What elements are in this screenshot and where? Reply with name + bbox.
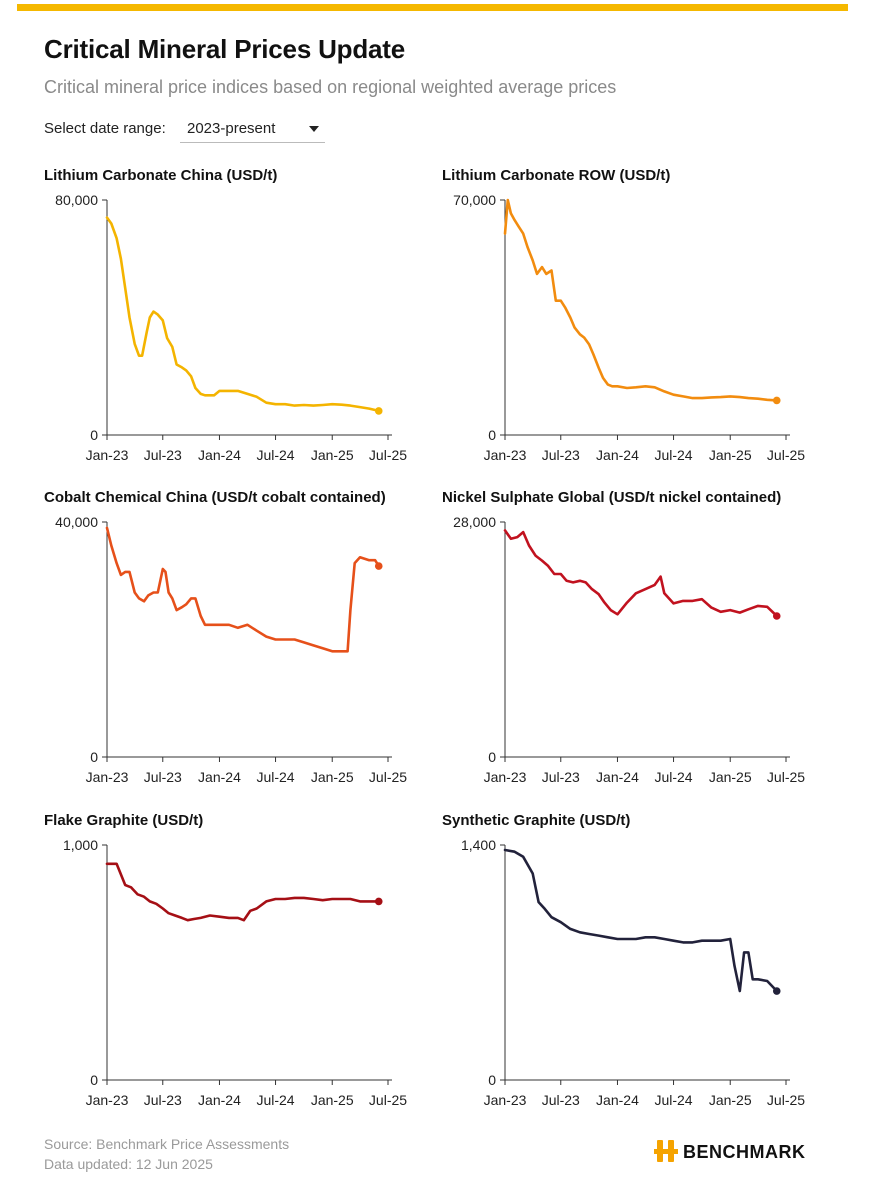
updated-note: Data updated: 12 Jun 2025 [44,1156,213,1172]
x-tick-label: Jan-23 [484,769,527,785]
x-tick-label: Jan-24 [596,447,639,463]
x-tick-label: Jul-23 [144,447,182,463]
y-tick-label: 40,000 [55,514,98,530]
x-tick-label: Jan-24 [198,1092,241,1108]
series-end-point [772,987,781,995]
x-tick-label: Jan-24 [198,447,241,463]
series-line [105,526,381,653]
x-tick-label: Jul-23 [144,769,182,785]
x-tick-label: Jan-24 [596,769,639,785]
series-line [503,848,779,993]
y-tick-label: 0 [488,1072,496,1088]
x-tick-label: Jul-23 [542,1092,580,1108]
series-line [105,862,381,922]
x-tick-label: Jan-25 [709,1092,752,1108]
x-tick-label: Jul-25 [369,1092,407,1108]
x-tick-label: Jan-23 [86,769,129,785]
x-tick-label: Jul-25 [767,769,805,785]
series-end-point [772,612,781,620]
series-line [105,216,381,413]
accent-bar [17,4,848,11]
x-tick-label: Jan-24 [596,1092,639,1108]
x-tick-label: Jan-25 [709,447,752,463]
date-range-select[interactable]: 2023-present [180,114,325,143]
y-tick-label: 70,000 [453,192,496,208]
y-tick-label: 0 [488,749,496,765]
y-tick-label: 0 [488,427,496,443]
chart-title-flake-graphite: Flake Graphite (USD/t) [44,812,204,829]
x-tick-label: Jul-25 [767,1092,805,1108]
cobalt-chemical-china-chart: 40,000 0 Jan-23 Jul-23 Jan-24 Jul-24 Jan-25 Jul… [55,514,407,785]
x-tick-label: Jul-24 [654,447,692,463]
chart-title-nickel-sulphate-global: Nickel Sulphate Global (USD/t nickel con… [442,489,782,506]
y-tick-label: 0 [90,1072,98,1088]
y-tick-label: 1,000 [63,837,98,853]
x-tick-label: Jan-25 [311,447,354,463]
benchmark-logo-icon [654,1140,678,1162]
synthetic-graphite-chart: 1,400 0 Jan-23 Jul-23 Jan-24 Jul-24 Jan-25 Jul-… [461,837,805,1108]
x-tick-label: Jul-24 [654,769,692,785]
x-tick-label: Jul-23 [542,769,580,785]
x-tick-label: Jul-24 [256,769,294,785]
date-range-label: Select date range: [44,120,166,137]
page-title: Critical Mineral Prices Update [44,34,406,64]
flake-graphite-chart: 1,000 0 Jan-23 Jul-23 Jan-24 Jul-24 Jan-25 Jul-… [63,837,407,1108]
series-line [503,529,779,618]
page-subtitle: Critical mineral price indices based on … [44,77,617,97]
brand-name: BENCHMARK [683,1142,806,1162]
x-tick-label: Jul-24 [256,447,294,463]
footer: Source: Benchmark Price Assessments Data… [44,1134,289,1174]
date-range-value: 2023-present [187,120,276,137]
y-tick-label: 0 [90,427,98,443]
nickel-sulphate-global-chart: 28,000 0 Jan-23 Jul-23 Jan-24 Jul-24 Jan-25 Jul… [453,514,805,785]
chart-title-synthetic-graphite: Synthetic Graphite (USD/t) [442,812,631,829]
x-tick-label: Jul-25 [767,447,805,463]
chart-title-lithium-carbonate-row: Lithium Carbonate ROW (USD/t) [442,167,671,184]
series-end-point [374,407,383,415]
x-tick-label: Jan-25 [311,1092,354,1108]
y-tick-label: 28,000 [453,514,496,530]
x-tick-label: Jan-23 [484,1092,527,1108]
x-tick-label: Jan-23 [484,447,527,463]
x-tick-label: Jan-24 [198,769,241,785]
series-end-point [772,396,781,405]
x-tick-label: Jul-25 [369,447,407,463]
source-note: Source: Benchmark Price Assessments [44,1136,290,1152]
series-line [503,198,779,402]
x-tick-label: Jan-25 [709,769,752,785]
x-tick-label: Jan-23 [86,1092,129,1108]
lithium-carbonate-china-chart: 80,000 0 Jan-23 Jul-23 Jan-24 Jul-24 Jan-25 Jul… [55,192,407,463]
x-tick-label: Jul-25 [369,769,407,785]
y-tick-label: 80,000 [55,192,98,208]
x-tick-label: Jul-23 [542,447,580,463]
y-tick-label: 1,400 [461,837,496,853]
x-tick-label: Jul-23 [144,1092,182,1108]
chart-title-cobalt-chemical-china: Cobalt Chemical China (USD/t cobalt cont… [44,489,386,506]
x-tick-label: Jul-24 [256,1092,294,1108]
chart-title-lithium-carbonate-china: Lithium Carbonate China (USD/t) [44,167,278,184]
x-tick-label: Jan-25 [311,769,354,785]
y-tick-label: 0 [90,749,98,765]
x-tick-label: Jan-23 [86,447,129,463]
series-end-point [374,897,383,906]
x-tick-label: Jul-24 [654,1092,692,1108]
chevron-down-icon[interactable] [309,126,319,132]
lithium-carbonate-row-chart: 70,000 0 Jan-23 Jul-23 Jan-24 Jul-24 Jan-25 Jul… [453,192,805,463]
series-end-point [374,562,383,570]
